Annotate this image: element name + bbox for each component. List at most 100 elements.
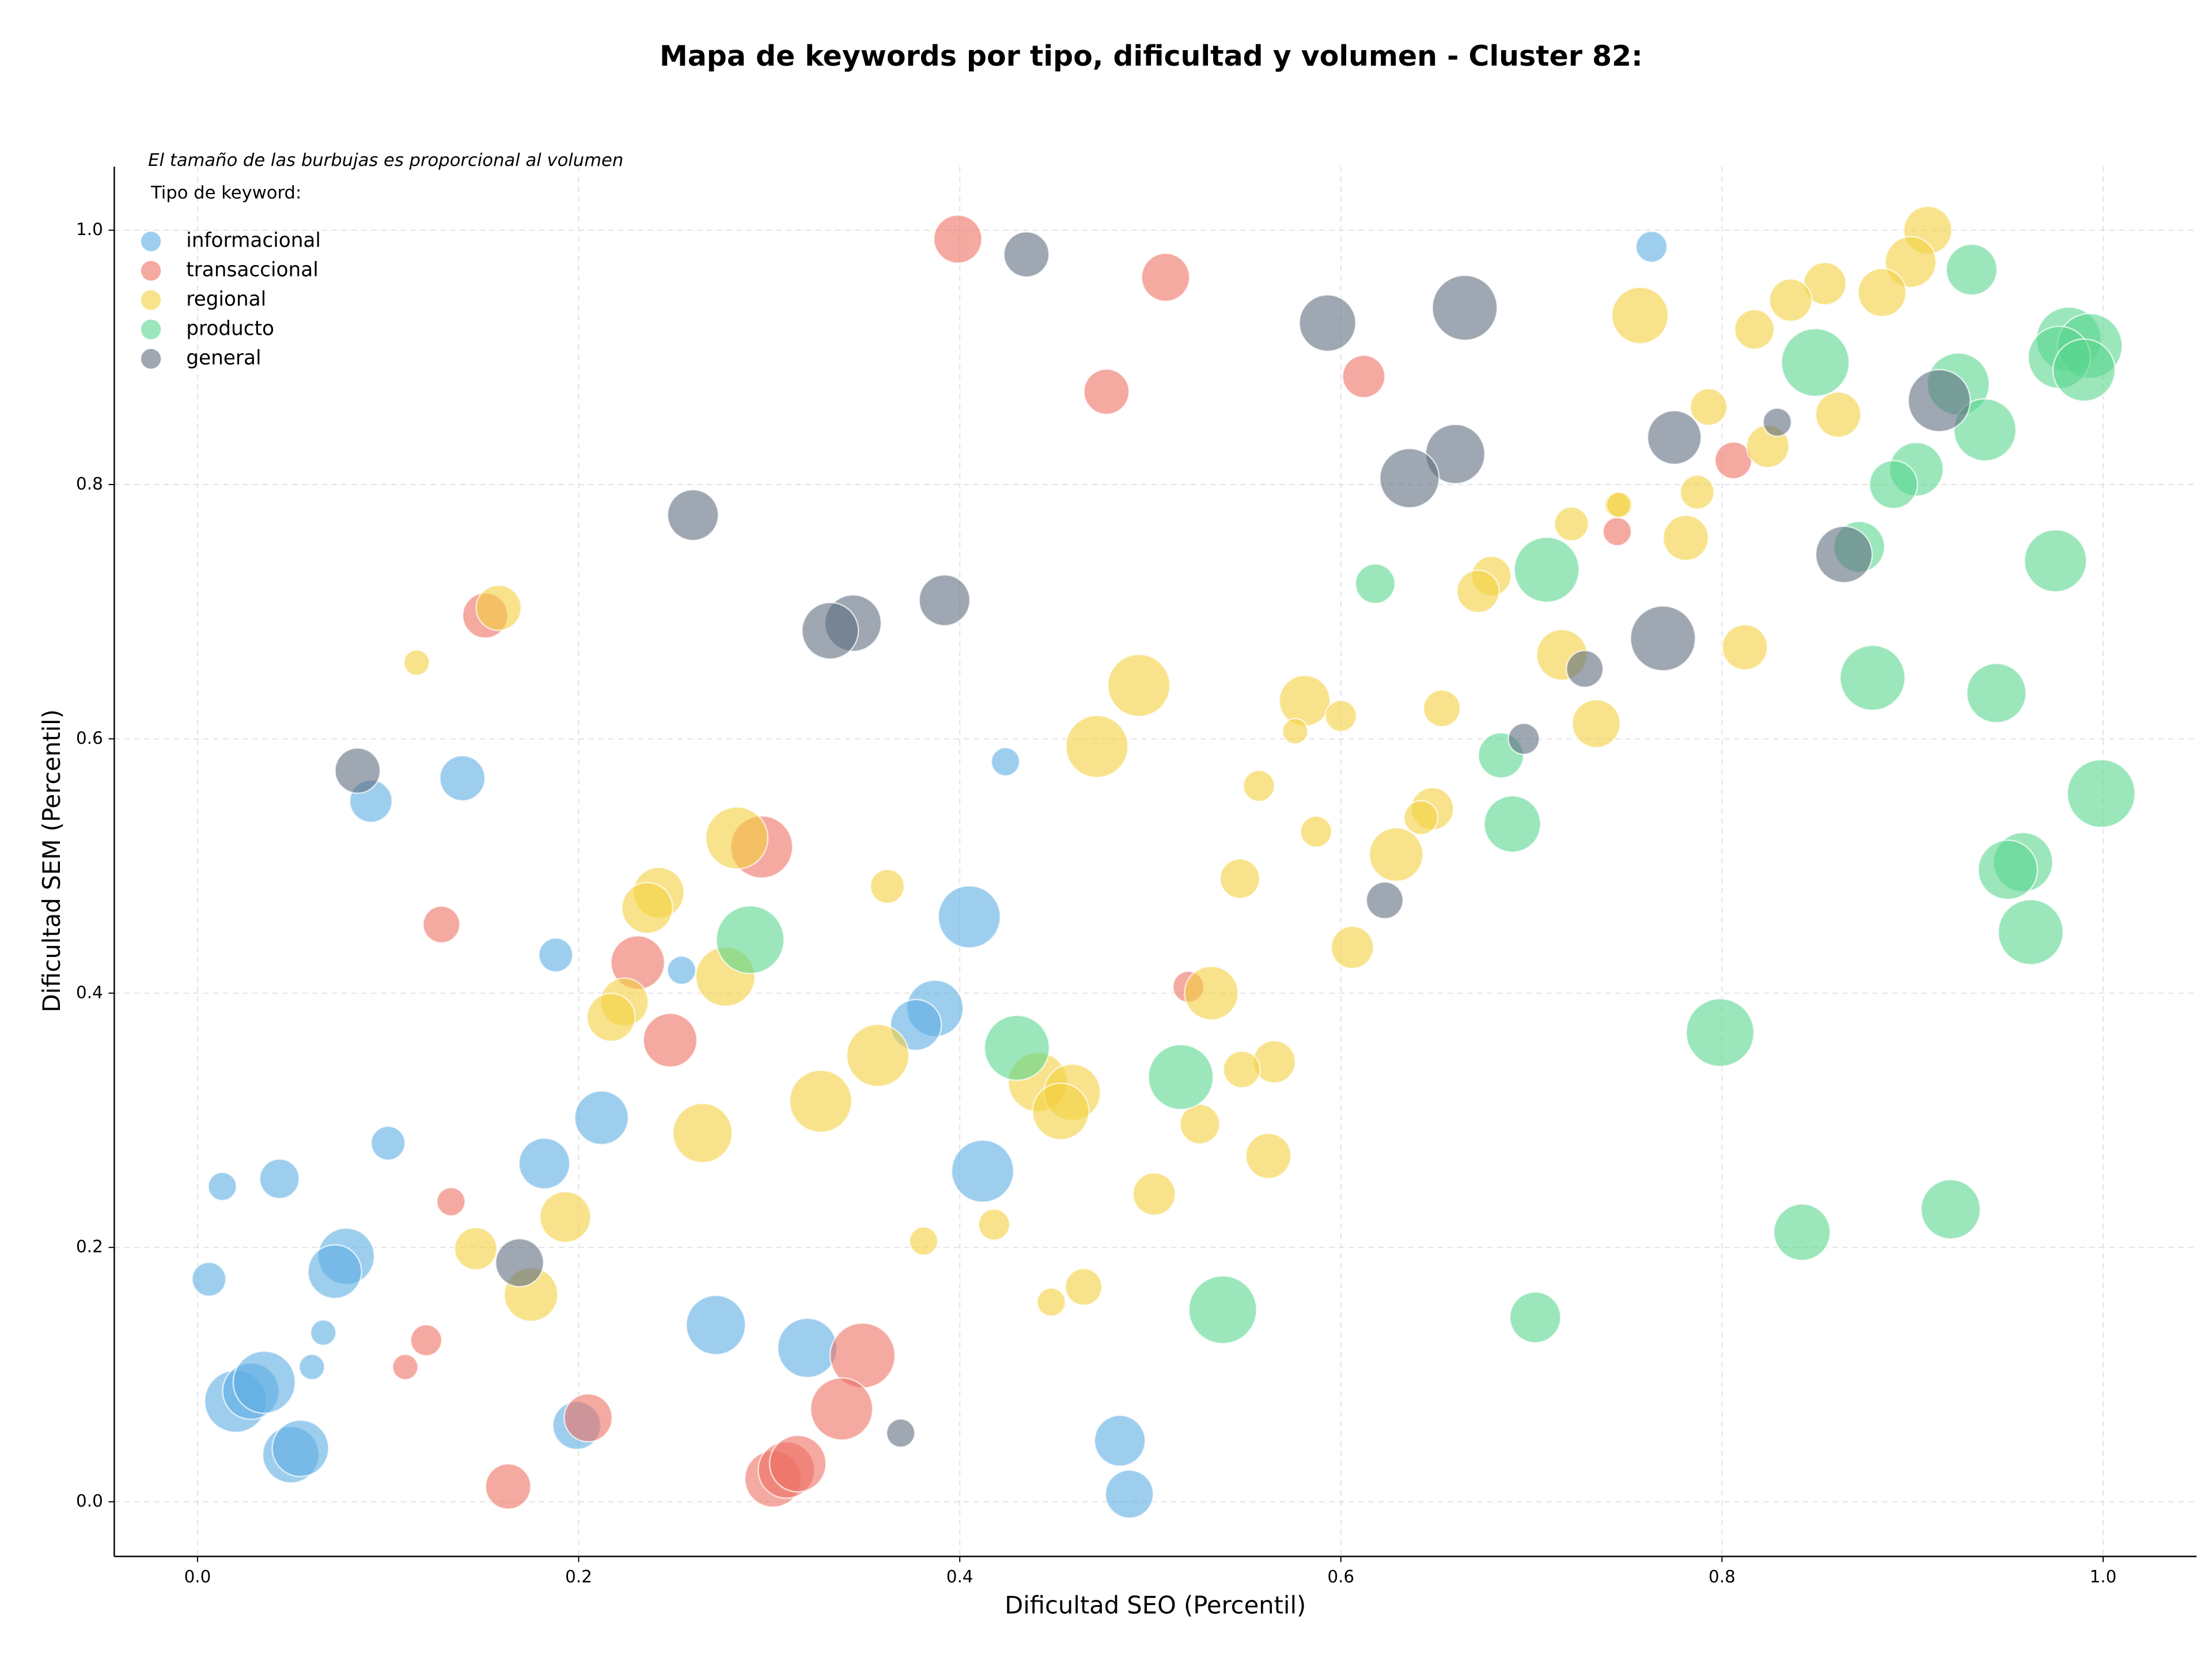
bubble <box>1966 663 2027 724</box>
bubble <box>1243 769 1275 803</box>
bubble <box>685 1295 747 1356</box>
bubble <box>1104 1469 1154 1519</box>
bubble <box>1065 1267 1103 1306</box>
bubble <box>298 1353 325 1380</box>
bubble <box>232 1350 296 1414</box>
bubble <box>846 1023 910 1088</box>
y-tick-label: 0.2 <box>76 1237 103 1257</box>
bubble <box>1685 998 1755 1068</box>
x-axis-label: Dificultad SEO (Percentil) <box>1005 1591 1306 1620</box>
bubble <box>777 1317 838 1379</box>
bubble <box>990 747 1021 777</box>
bubble <box>1690 388 1728 426</box>
bubble <box>705 806 769 870</box>
bubble <box>933 214 983 264</box>
bubble <box>869 868 906 905</box>
legend-marker <box>141 260 161 281</box>
bubble <box>574 1090 629 1145</box>
bubble <box>1222 1050 1261 1089</box>
bubble <box>1734 309 1775 350</box>
bubble <box>1065 714 1129 778</box>
bubble <box>1953 398 2017 462</box>
bubble <box>1147 1043 1214 1111</box>
bubble <box>538 937 574 973</box>
bubble <box>885 1418 916 1448</box>
x-tick-label: 1.0 <box>2090 1567 2117 1587</box>
bubble <box>475 584 522 631</box>
bubble <box>309 1319 337 1346</box>
bubble <box>1566 649 1604 688</box>
bubble <box>1762 407 1793 437</box>
bubble <box>801 601 859 660</box>
bubble <box>1869 460 1918 509</box>
bubble <box>666 489 719 542</box>
x-tick-label: 0.8 <box>1709 1567 1736 1587</box>
bubble <box>392 1353 419 1380</box>
y-tick-label: 1.0 <box>76 220 103 239</box>
bubble <box>1107 653 1171 717</box>
bubble <box>539 1190 592 1243</box>
bubble <box>518 1137 571 1190</box>
bubble <box>789 1069 853 1133</box>
bubble <box>1509 1291 1562 1344</box>
bubble <box>1781 328 1850 398</box>
bubble <box>1635 230 1668 263</box>
bubble <box>1403 800 1439 835</box>
bubble <box>1721 624 1768 671</box>
y-tick-label: 0.6 <box>76 728 103 748</box>
legend-marker <box>141 290 161 311</box>
bubble <box>334 747 381 794</box>
bubble <box>484 1463 532 1510</box>
legend-title: Tipo de keyword: <box>150 183 301 203</box>
bubble <box>1630 605 1696 672</box>
bubble <box>1141 252 1191 302</box>
bubble <box>1365 881 1404 920</box>
bubble <box>978 1208 1010 1241</box>
bubble <box>1907 369 1971 433</box>
bubble <box>1132 1172 1176 1216</box>
legend-marker <box>141 231 161 252</box>
bubble <box>1300 815 1332 848</box>
bubble <box>1920 1179 1981 1240</box>
bubble <box>1036 1287 1066 1317</box>
bubble <box>586 992 636 1042</box>
legend-marker <box>141 319 161 340</box>
bubble <box>410 1324 443 1357</box>
bubble <box>1184 966 1239 1021</box>
bubble <box>1839 644 1906 712</box>
bubble <box>1815 525 1873 584</box>
legend-label: regional <box>186 287 266 311</box>
bubble <box>259 1158 300 1200</box>
legend-label: transaccional <box>186 258 319 281</box>
bubble <box>1997 899 2064 966</box>
bubble <box>1032 1082 1090 1141</box>
x-tick-label: 0.6 <box>1327 1567 1354 1587</box>
bubble <box>1554 506 1589 542</box>
bubble <box>1298 294 1357 352</box>
bubble <box>370 1125 406 1161</box>
bubble <box>1945 243 1998 296</box>
bubble <box>2052 338 2116 402</box>
bubble <box>436 1187 466 1217</box>
bubble <box>950 1139 1014 1203</box>
bubble <box>768 1435 827 1493</box>
bubble <box>1278 674 1331 727</box>
bubble <box>2066 759 2136 828</box>
bubble <box>1646 410 1702 466</box>
bubble <box>1330 925 1374 970</box>
bubble <box>1083 368 1130 415</box>
bubble <box>271 1419 329 1478</box>
bubble <box>207 1171 237 1201</box>
bubble <box>191 1261 227 1297</box>
legend-label: general <box>186 346 261 369</box>
note: El tamaño de las burbujas es proporciona… <box>148 150 623 171</box>
bubble <box>1324 699 1357 732</box>
bubble <box>307 1244 362 1299</box>
bubble <box>1611 286 1669 345</box>
bubble <box>439 755 486 802</box>
bubble <box>1368 827 1424 882</box>
bubble <box>1423 689 1461 728</box>
bubble <box>809 1377 874 1441</box>
bubble <box>1219 858 1260 899</box>
